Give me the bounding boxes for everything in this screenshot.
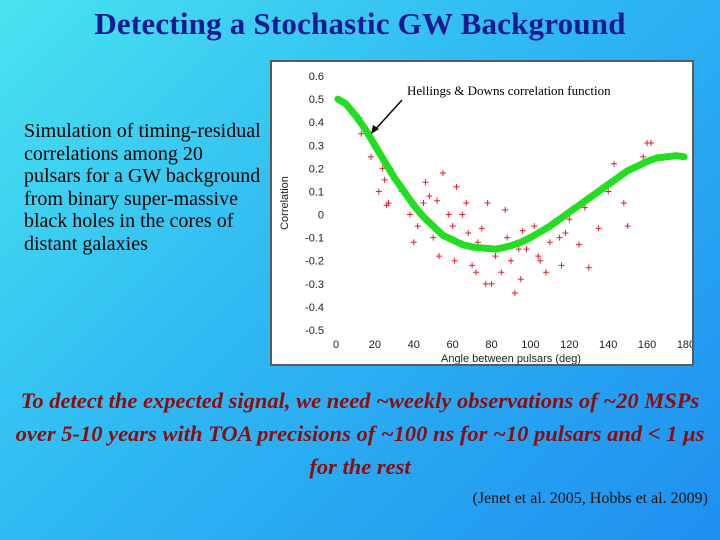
- data-point: [449, 223, 456, 230]
- y-tick-label: 0.5: [309, 94, 324, 106]
- y-axis-label: Correlation: [279, 176, 291, 230]
- data-point: [379, 165, 386, 172]
- data-point: [535, 253, 542, 260]
- data-point: [640, 153, 647, 160]
- data-point: [519, 227, 526, 234]
- y-tick-label: 0.3: [309, 140, 324, 152]
- data-point: [436, 253, 443, 260]
- observation-requirements: To detect the expected signal, we need ~…: [6, 384, 714, 483]
- x-tick-label: 80: [485, 339, 497, 351]
- data-point: [537, 257, 544, 264]
- x-tick-label: 180: [677, 339, 692, 351]
- x-tick-label: 60: [447, 339, 459, 351]
- data-point: [620, 200, 627, 206]
- data-point: [556, 234, 563, 241]
- y-tick-label: 0.4: [309, 117, 324, 129]
- data-point: [381, 176, 388, 183]
- data-point: [504, 234, 511, 241]
- data-point: [383, 202, 390, 209]
- data-point: [605, 188, 612, 195]
- citation: (Jenet et al. 2005, Hobbs et al. 2009): [472, 490, 709, 507]
- data-point: [558, 262, 565, 269]
- data-point: [546, 239, 553, 246]
- data-point: [511, 290, 518, 297]
- y-tick-label: 0.2: [309, 163, 324, 175]
- data-point: [430, 234, 437, 241]
- data-point: [562, 230, 569, 237]
- data-point: [459, 211, 466, 218]
- x-tick-label: 140: [599, 339, 617, 351]
- data-point: [358, 130, 365, 137]
- data-point: [406, 211, 413, 218]
- data-point: [508, 257, 514, 264]
- data-point: [515, 246, 522, 253]
- data-point: [576, 241, 583, 248]
- data-point: [482, 280, 489, 287]
- data-point: [368, 153, 374, 160]
- statement-text-pre: To detect the expected signal, we need ~…: [15, 388, 700, 446]
- data-point: [439, 169, 446, 176]
- data-point: [465, 230, 472, 237]
- x-tick-label: 0: [333, 339, 339, 351]
- data-point: [492, 253, 499, 260]
- data-point: [478, 225, 485, 232]
- data-point: [445, 211, 452, 218]
- mu-symbol: μ: [683, 421, 696, 446]
- x-tick-label: 160: [638, 339, 656, 351]
- simulation-description: Simulation of timing-residual correlatio…: [24, 120, 261, 255]
- data-point: [420, 200, 427, 206]
- y-tick-label: -0.1: [305, 233, 324, 245]
- slide-title: Detecting a Stochastic GW Background: [94, 6, 626, 41]
- x-axis-label: Angle between pulsars (deg): [441, 353, 581, 364]
- data-point: [414, 223, 421, 230]
- y-tick-label: 0.1: [309, 186, 324, 198]
- data-point: [410, 239, 417, 246]
- data-point: [422, 179, 429, 186]
- correlation-chart-svg: 0.6 0.5 0.4 0.3 0.2 0.1 0 -0.1 -0.2 -0.3 -0.4 -0.5 0…: [279, 71, 692, 364]
- data-point: [581, 204, 588, 211]
- y-tick-label: -0.3: [305, 279, 324, 291]
- data-point: [453, 183, 460, 190]
- y-tick-label: -0.5: [305, 325, 324, 337]
- data-point: [473, 269, 479, 276]
- data-point: [488, 280, 495, 287]
- data-point: [426, 193, 433, 200]
- data-point: [543, 269, 549, 276]
- data-point: [517, 276, 524, 283]
- data-point: [523, 246, 530, 253]
- hellings-downs-curve: [334, 95, 688, 253]
- annotation-arrow-shaft: [372, 99, 403, 133]
- data-point: [469, 262, 476, 269]
- data-point: [648, 139, 654, 146]
- y-tick-label: 0.6: [309, 71, 324, 83]
- statement-text-post: s for the rest: [309, 421, 705, 479]
- data-point: [451, 257, 458, 264]
- y-tick-label: -0.2: [305, 256, 324, 268]
- y-tick-label: 0: [318, 210, 324, 222]
- data-point: [624, 223, 631, 230]
- data-point: [502, 206, 509, 213]
- x-tick-label: 100: [521, 339, 539, 351]
- data-point: [498, 269, 505, 276]
- data-point: [585, 264, 592, 271]
- data-point: [566, 216, 573, 223]
- x-tick-label: 20: [369, 339, 381, 351]
- data-point: [434, 197, 441, 204]
- data-point: [463, 200, 470, 206]
- data-point: [611, 160, 618, 167]
- data-point: [375, 188, 382, 195]
- data-point: [484, 200, 491, 206]
- curve-annotation: Hellings & Downs correlation function: [407, 83, 611, 98]
- y-tick-label: -0.4: [305, 302, 324, 314]
- x-tick-label: 40: [408, 339, 420, 351]
- x-tick-label: 120: [560, 339, 578, 351]
- data-point: [531, 223, 538, 230]
- data-point: [595, 225, 602, 232]
- annotation-arrow-head: [371, 125, 379, 134]
- correlation-plot: 0.6 0.5 0.4 0.3 0.2 0.1 0 -0.1 -0.2 -0.3 -0.4 -0.5 0…: [270, 60, 694, 366]
